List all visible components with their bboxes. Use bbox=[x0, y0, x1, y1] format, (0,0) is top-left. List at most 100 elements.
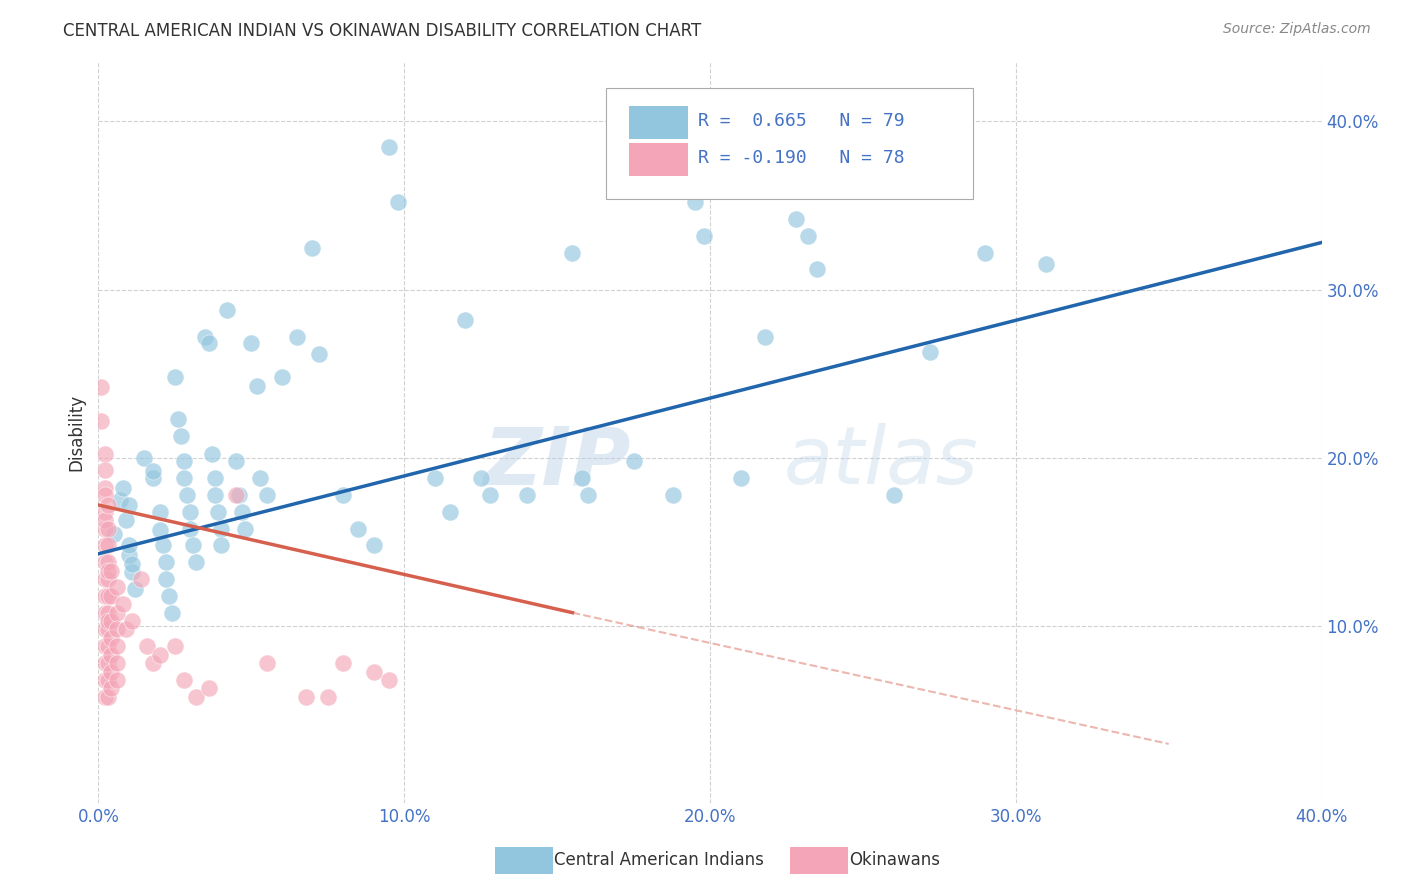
Text: Central American Indians: Central American Indians bbox=[554, 851, 763, 869]
Point bbox=[93, 572, 115, 586]
Point bbox=[97, 614, 120, 628]
Text: R = -0.190   N = 78: R = -0.190 N = 78 bbox=[697, 149, 904, 167]
Point bbox=[920, 344, 942, 359]
Point bbox=[97, 564, 120, 578]
FancyBboxPatch shape bbox=[630, 106, 688, 138]
Point bbox=[516, 488, 538, 502]
Point bbox=[93, 513, 115, 527]
Point bbox=[142, 464, 165, 478]
Point bbox=[129, 572, 152, 586]
Point bbox=[231, 505, 253, 519]
FancyBboxPatch shape bbox=[630, 143, 688, 176]
Point bbox=[97, 606, 120, 620]
Point bbox=[246, 378, 269, 392]
FancyBboxPatch shape bbox=[606, 88, 973, 200]
Point bbox=[240, 336, 263, 351]
Point bbox=[1035, 257, 1057, 271]
Point bbox=[93, 538, 115, 552]
Point bbox=[378, 673, 401, 687]
Point bbox=[200, 448, 222, 462]
Point bbox=[845, 145, 868, 159]
Point bbox=[439, 505, 461, 519]
Point bbox=[173, 454, 195, 468]
Point bbox=[93, 690, 115, 704]
Point bbox=[571, 471, 593, 485]
Point bbox=[124, 582, 146, 596]
Point bbox=[149, 505, 172, 519]
Point bbox=[683, 195, 706, 210]
Point bbox=[97, 673, 120, 687]
Point bbox=[363, 538, 385, 552]
Point bbox=[623, 454, 645, 468]
Point bbox=[301, 240, 323, 254]
Point bbox=[225, 454, 247, 468]
Point bbox=[152, 538, 174, 552]
Point bbox=[97, 656, 120, 670]
Point bbox=[883, 488, 905, 502]
Point bbox=[100, 564, 122, 578]
Point bbox=[209, 522, 232, 536]
Point bbox=[93, 555, 115, 569]
Point bbox=[97, 589, 120, 603]
Point bbox=[155, 555, 177, 569]
Point bbox=[170, 429, 193, 443]
Point bbox=[576, 488, 599, 502]
Point bbox=[105, 640, 128, 654]
Point bbox=[209, 538, 232, 552]
Point bbox=[93, 488, 115, 502]
Point bbox=[105, 673, 128, 687]
Point bbox=[142, 656, 165, 670]
Point bbox=[730, 471, 752, 485]
Point bbox=[90, 380, 112, 394]
Text: CENTRAL AMERICAN INDIAN VS OKINAWAN DISABILITY CORRELATION CHART: CENTRAL AMERICAN INDIAN VS OKINAWAN DISA… bbox=[63, 22, 702, 40]
Point bbox=[93, 656, 115, 670]
Point bbox=[111, 481, 134, 495]
Point bbox=[97, 572, 120, 586]
Point bbox=[90, 414, 112, 428]
Point bbox=[204, 471, 226, 485]
Point bbox=[115, 623, 138, 637]
Point bbox=[100, 681, 122, 696]
Point bbox=[197, 336, 219, 351]
Point bbox=[207, 505, 229, 519]
Point bbox=[858, 161, 880, 176]
Point bbox=[249, 471, 271, 485]
Point bbox=[167, 412, 190, 426]
Point bbox=[754, 329, 776, 343]
Point bbox=[470, 471, 492, 485]
Point bbox=[160, 606, 183, 620]
Point bbox=[295, 690, 318, 704]
Point bbox=[204, 488, 226, 502]
Point bbox=[693, 228, 716, 243]
Point bbox=[115, 513, 138, 527]
Y-axis label: Disability: Disability bbox=[67, 394, 86, 471]
Point bbox=[121, 557, 143, 571]
Point bbox=[97, 538, 120, 552]
Point bbox=[97, 498, 120, 512]
Point bbox=[97, 522, 120, 536]
Point bbox=[149, 523, 172, 537]
Point bbox=[785, 211, 807, 226]
Point bbox=[134, 450, 156, 465]
Point bbox=[363, 665, 385, 679]
Text: ZIP: ZIP bbox=[484, 423, 630, 501]
Point bbox=[179, 505, 201, 519]
Point bbox=[155, 572, 177, 586]
Point bbox=[118, 538, 141, 552]
Point bbox=[387, 195, 409, 210]
Point bbox=[97, 623, 120, 637]
Point bbox=[197, 681, 219, 696]
Point bbox=[149, 648, 172, 662]
Point bbox=[93, 505, 115, 519]
Point bbox=[316, 690, 339, 704]
Point bbox=[93, 640, 115, 654]
Point bbox=[93, 522, 115, 536]
Point bbox=[93, 589, 115, 603]
Text: Source: ZipAtlas.com: Source: ZipAtlas.com bbox=[1223, 22, 1371, 37]
Point bbox=[256, 656, 278, 670]
Point bbox=[93, 462, 115, 476]
Point bbox=[186, 690, 208, 704]
Text: atlas: atlas bbox=[783, 423, 979, 501]
Point bbox=[136, 640, 159, 654]
Point bbox=[662, 488, 685, 502]
